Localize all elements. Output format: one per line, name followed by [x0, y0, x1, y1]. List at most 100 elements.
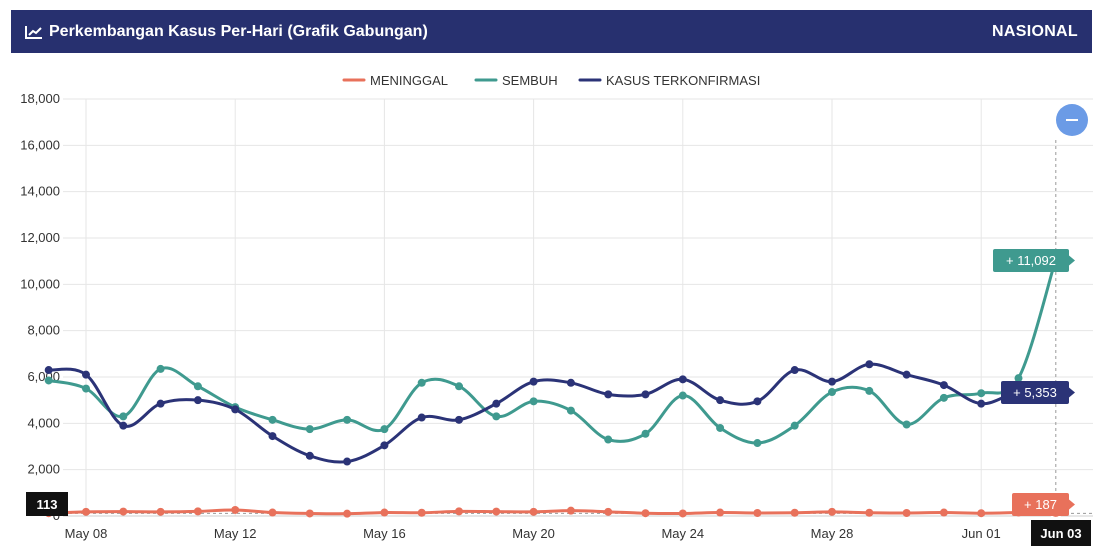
data-point[interactable]: [939, 508, 948, 517]
data-point[interactable]: [828, 507, 836, 516]
data-point[interactable]: [492, 507, 501, 516]
data-point[interactable]: [82, 370, 90, 379]
data-point[interactable]: [753, 439, 762, 448]
data-point[interactable]: [977, 509, 986, 518]
data-point[interactable]: [977, 389, 986, 398]
data-point[interactable]: [305, 425, 314, 434]
data-point[interactable]: [678, 509, 687, 518]
data-point[interactable]: [455, 415, 463, 424]
y-tick-label: 16,000: [20, 137, 60, 152]
series-line[interactable]: [48, 258, 1058, 445]
series-line[interactable]: [48, 508, 1056, 516]
data-point[interactable]: [156, 507, 165, 516]
data-point[interactable]: [977, 399, 986, 408]
y-tick-label: 12,000: [20, 230, 60, 245]
data-point[interactable]: [82, 507, 90, 516]
data-point[interactable]: [716, 396, 725, 405]
data-point[interactable]: [455, 507, 463, 516]
data-point[interactable]: [268, 432, 277, 441]
data-point[interactable]: [305, 509, 314, 518]
x-tick-label: May 08: [65, 526, 108, 541]
value-callout: [1001, 381, 1069, 404]
data-point[interactable]: [753, 397, 762, 406]
data-point[interactable]: [604, 435, 613, 444]
data-point[interactable]: [231, 505, 240, 514]
data-point[interactable]: [119, 412, 128, 421]
data-point[interactable]: [193, 382, 202, 391]
data-point[interactable]: [604, 507, 613, 516]
data-point[interactable]: [193, 507, 202, 516]
data-point[interactable]: [492, 399, 501, 408]
legend-label: MENINGGAL: [370, 73, 448, 88]
data-point[interactable]: [828, 388, 836, 397]
data-point[interactable]: [716, 508, 725, 517]
data-point[interactable]: [529, 397, 538, 406]
data-point[interactable]: [343, 457, 352, 466]
y-tick-label: 10,000: [20, 276, 60, 291]
data-point[interactable]: [1014, 374, 1023, 383]
data-point[interactable]: [380, 425, 389, 434]
data-point[interactable]: [492, 412, 501, 421]
crosshair-x-text: Jun 03: [1040, 526, 1081, 541]
data-point[interactable]: [455, 382, 463, 391]
data-point[interactable]: [790, 366, 799, 375]
data-point[interactable]: [790, 421, 799, 430]
data-point[interactable]: [604, 390, 613, 399]
data-point[interactable]: [716, 423, 725, 432]
callout-text: + 11,092: [1006, 253, 1056, 268]
data-point[interactable]: [529, 377, 538, 386]
data-point[interactable]: [566, 506, 575, 515]
data-point[interactable]: [343, 509, 352, 518]
y-tick-label: 18,000: [20, 91, 60, 106]
data-point[interactable]: [790, 508, 799, 517]
data-point[interactable]: [865, 360, 874, 369]
data-point[interactable]: [156, 364, 165, 373]
data-point[interactable]: [193, 396, 202, 405]
data-point[interactable]: [82, 384, 90, 393]
data-point[interactable]: [865, 386, 874, 395]
data-point[interactable]: [678, 375, 687, 384]
data-point[interactable]: [44, 366, 53, 375]
data-point[interactable]: [156, 399, 165, 408]
value-callout: [993, 249, 1069, 272]
data-point[interactable]: [380, 508, 389, 517]
data-point[interactable]: [268, 415, 277, 424]
data-point[interactable]: [939, 393, 948, 402]
data-point[interactable]: [343, 415, 352, 424]
data-point[interactable]: [641, 509, 650, 518]
data-point[interactable]: [231, 405, 240, 414]
data-point[interactable]: [678, 391, 687, 400]
data-point[interactable]: [566, 406, 575, 415]
data-point[interactable]: [268, 508, 277, 517]
y-tick-label: 8,000: [27, 323, 60, 338]
data-point[interactable]: [641, 390, 650, 399]
data-point[interactable]: [305, 451, 314, 460]
data-point[interactable]: [417, 508, 426, 517]
chart-title-group: Perkembangan Kasus Per-Hari (Grafik Gabu…: [25, 23, 428, 41]
data-point[interactable]: [529, 507, 538, 516]
series-line[interactable]: [48, 362, 1056, 464]
data-point[interactable]: [939, 381, 948, 390]
callout-text: + 187: [1024, 497, 1057, 512]
data-point[interactable]: [417, 378, 426, 387]
crosshair-y-label: [26, 492, 68, 516]
data-point[interactable]: [44, 376, 53, 385]
data-point[interactable]: [865, 508, 874, 517]
data-point[interactable]: [417, 413, 426, 422]
y-tick-label: 4,000: [27, 415, 60, 430]
legend-label: SEMBUH: [502, 73, 558, 88]
data-point[interactable]: [902, 370, 911, 379]
data-point[interactable]: [119, 507, 128, 516]
data-point[interactable]: [902, 420, 911, 429]
data-point[interactable]: [119, 421, 128, 430]
data-point[interactable]: [828, 377, 836, 386]
data-point[interactable]: [566, 378, 575, 387]
callout-text: + 5,353: [1013, 385, 1057, 400]
data-point[interactable]: [380, 441, 389, 450]
y-tick-label: 14,000: [20, 184, 60, 199]
data-point[interactable]: [641, 429, 650, 438]
crosshair-x-label: [1031, 520, 1091, 546]
data-point[interactable]: [902, 508, 911, 517]
data-point[interactable]: [753, 508, 762, 517]
